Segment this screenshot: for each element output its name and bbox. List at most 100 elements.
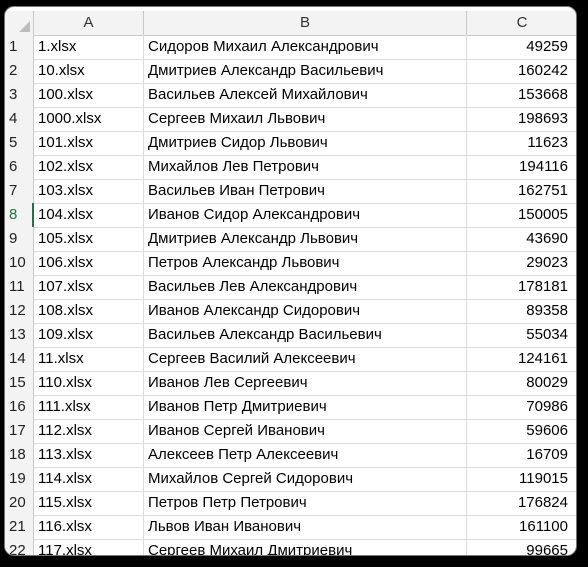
cell-fullname[interactable]: Васильев Иван Петрович xyxy=(144,179,467,203)
cell-fullname[interactable]: Васильев Алексей Михайлович xyxy=(144,83,467,107)
row-header[interactable]: 21 xyxy=(5,515,34,539)
table-row: 12 108.xlsx Иванов Александр Сидорович 8935… xyxy=(5,299,576,324)
table-row: 1 1.xlsx Сидоров Михаил Александрович 49259 xyxy=(5,35,576,60)
cell-value[interactable]: 59606 xyxy=(526,422,568,439)
cell-filename[interactable]: 103.xlsx xyxy=(34,179,144,203)
cell-value[interactable]: 153668 xyxy=(517,86,568,103)
row-header[interactable]: 5 xyxy=(5,131,34,155)
cell-fullname[interactable]: Львов Иван Иванович xyxy=(144,515,467,539)
cell-fullname[interactable]: Иванов Сидор Александрович xyxy=(144,203,467,227)
cell-value[interactable]: 198693 xyxy=(517,110,568,127)
cell-filename[interactable]: 116.xlsx xyxy=(34,515,144,539)
cell-filename[interactable]: 107.xlsx xyxy=(34,275,144,299)
cell-value[interactable]: 49259 xyxy=(526,38,568,55)
row-header[interactable]: 19 xyxy=(5,467,34,491)
column-header-c[interactable]: C xyxy=(467,11,576,35)
cell-filename[interactable]: 102.xlsx xyxy=(34,155,144,179)
cell-fullname[interactable]: Васильев Лев Александрович xyxy=(144,275,467,299)
cell-fullname[interactable]: Иванов Лев Сергеевич xyxy=(144,371,467,395)
column-header-b[interactable]: B xyxy=(144,11,467,35)
cell-fullname[interactable]: Петров Александр Львович xyxy=(144,251,467,275)
cell-value[interactable]: 161100 xyxy=(519,518,568,535)
cell-fullname[interactable]: Михайлов Лев Петрович xyxy=(144,155,467,179)
cell-value[interactable]: 119015 xyxy=(519,470,568,487)
cell-value[interactable]: 29023 xyxy=(526,254,568,271)
select-all-corner[interactable] xyxy=(5,11,34,35)
cell-fullname[interactable]: Петров Петр Петрович xyxy=(144,491,467,515)
cell-fullname[interactable]: Иванов Петр Дмитриевич xyxy=(144,395,467,419)
row-header[interactable]: 17 xyxy=(5,419,34,443)
cell-filename[interactable]: 115.xlsx xyxy=(34,491,144,515)
table-row: 13 109.xlsx Васильев Александр Васильевич 5… xyxy=(5,323,576,348)
cell-grid[interactable]: A B C 1 1.xlsx Сидоров Михаил Александрови… xyxy=(5,7,576,555)
cell-value[interactable]: 89358 xyxy=(526,302,568,319)
cell-filename[interactable]: 1.xlsx xyxy=(34,35,144,59)
row-header[interactable]: 11 xyxy=(5,275,34,299)
table-row: 16 111.xlsx Иванов Петр Дмитриевич 70986 xyxy=(5,395,576,420)
cell-filename[interactable]: 106.xlsx xyxy=(34,251,144,275)
cell-filename[interactable]: 113.xlsx xyxy=(34,443,144,467)
cell-fullname[interactable]: Сергеев Михаил Дмитриевич xyxy=(144,539,467,555)
table-row: 15 110.xlsx Иванов Лев Сергеевич 80029 xyxy=(5,371,576,396)
row-header[interactable]: 2 xyxy=(5,59,34,83)
cell-value[interactable]: 11623 xyxy=(527,134,568,151)
cell-filename[interactable]: 111.xlsx xyxy=(34,395,144,419)
cell-filename[interactable]: 1000.xlsx xyxy=(34,107,144,131)
row-header[interactable]: 3 xyxy=(5,83,34,107)
cell-fullname[interactable]: Дмитриев Александр Львович xyxy=(144,227,467,251)
column-header-a[interactable]: A xyxy=(34,11,144,35)
row-header[interactable]: 1 xyxy=(5,35,34,59)
cell-filename[interactable]: 114.xlsx xyxy=(34,467,144,491)
cell-value[interactable]: 124161 xyxy=(517,350,568,367)
row-header[interactable]: 4 xyxy=(5,107,34,131)
cell-value[interactable]: 80029 xyxy=(526,374,568,391)
cell-fullname[interactable]: Иванов Сергей Иванович xyxy=(144,419,467,443)
cell-filename[interactable]: 10.xlsx xyxy=(34,59,144,83)
table-row: 4 1000.xlsx Сергеев Михаил Львович 198693 xyxy=(5,107,576,132)
cell-fullname[interactable]: Сергеев Василий Алексеевич xyxy=(144,347,467,371)
cell-fullname[interactable]: Михайлов Сергей Сидорович xyxy=(144,467,467,491)
cell-filename[interactable]: 110.xlsx xyxy=(34,371,144,395)
cell-fullname[interactable]: Иванов Александр Сидорович xyxy=(144,299,467,323)
cell-value[interactable]: 70986 xyxy=(526,398,568,415)
row-header[interactable]: 14 xyxy=(5,347,34,371)
cell-filename[interactable]: 100.xlsx xyxy=(34,83,144,107)
cell-value[interactable]: 55034 xyxy=(526,326,568,343)
cell-fullname[interactable]: Дмитриев Сидор Львович xyxy=(144,131,467,155)
cell-fullname[interactable]: Алексеев Петр Алексеевич xyxy=(144,443,467,467)
cell-value[interactable]: 16709 xyxy=(526,446,568,463)
cell-filename[interactable]: 109.xlsx xyxy=(34,323,144,347)
cell-fullname[interactable]: Сидоров Михаил Александрович xyxy=(144,35,467,59)
cell-value[interactable]: 150005 xyxy=(517,206,568,223)
row-header[interactable]: 7 xyxy=(5,179,34,203)
cell-value[interactable]: 194116 xyxy=(519,158,568,175)
row-header[interactable]: 16 xyxy=(5,395,34,419)
row-header[interactable]: 15 xyxy=(5,371,34,395)
cell-value[interactable]: 162751 xyxy=(517,182,568,199)
row-header[interactable]: 8 xyxy=(5,203,34,227)
row-header[interactable]: 10 xyxy=(5,251,34,275)
row-header[interactable]: 12 xyxy=(5,299,34,323)
cell-filename[interactable]: 108.xlsx xyxy=(34,299,144,323)
cell-filename[interactable]: 117.xlsx xyxy=(34,539,144,555)
cell-fullname[interactable]: Сергеев Михаил Львович xyxy=(144,107,467,131)
cell-value[interactable]: 178181 xyxy=(517,278,568,295)
cell-filename[interactable]: 101.xlsx xyxy=(34,131,144,155)
row-header[interactable]: 20 xyxy=(5,491,34,515)
cell-value[interactable]: 160242 xyxy=(517,62,568,79)
row-header[interactable]: 9 xyxy=(5,227,34,251)
row-header[interactable]: 13 xyxy=(5,323,34,347)
cell-filename[interactable]: 11.xlsx xyxy=(34,347,144,371)
cell-filename[interactable]: 104.xlsx xyxy=(34,203,144,227)
row-header[interactable]: 22 xyxy=(5,539,34,555)
row-header[interactable]: 18 xyxy=(5,443,34,467)
cell-value[interactable]: 43690 xyxy=(526,230,568,247)
spreadsheet-grid[interactable]: A B C 1 1.xlsx Сидоров Михаил Александрови… xyxy=(4,6,577,556)
cell-value[interactable]: 176824 xyxy=(517,494,568,511)
cell-value[interactable]: 99665 xyxy=(526,542,568,556)
cell-fullname[interactable]: Дмитриев Александр Васильевич xyxy=(144,59,467,83)
cell-filename[interactable]: 105.xlsx xyxy=(34,227,144,251)
cell-filename[interactable]: 112.xlsx xyxy=(34,419,144,443)
cell-fullname[interactable]: Васильев Александр Васильевич xyxy=(144,323,467,347)
row-header[interactable]: 6 xyxy=(5,155,34,179)
